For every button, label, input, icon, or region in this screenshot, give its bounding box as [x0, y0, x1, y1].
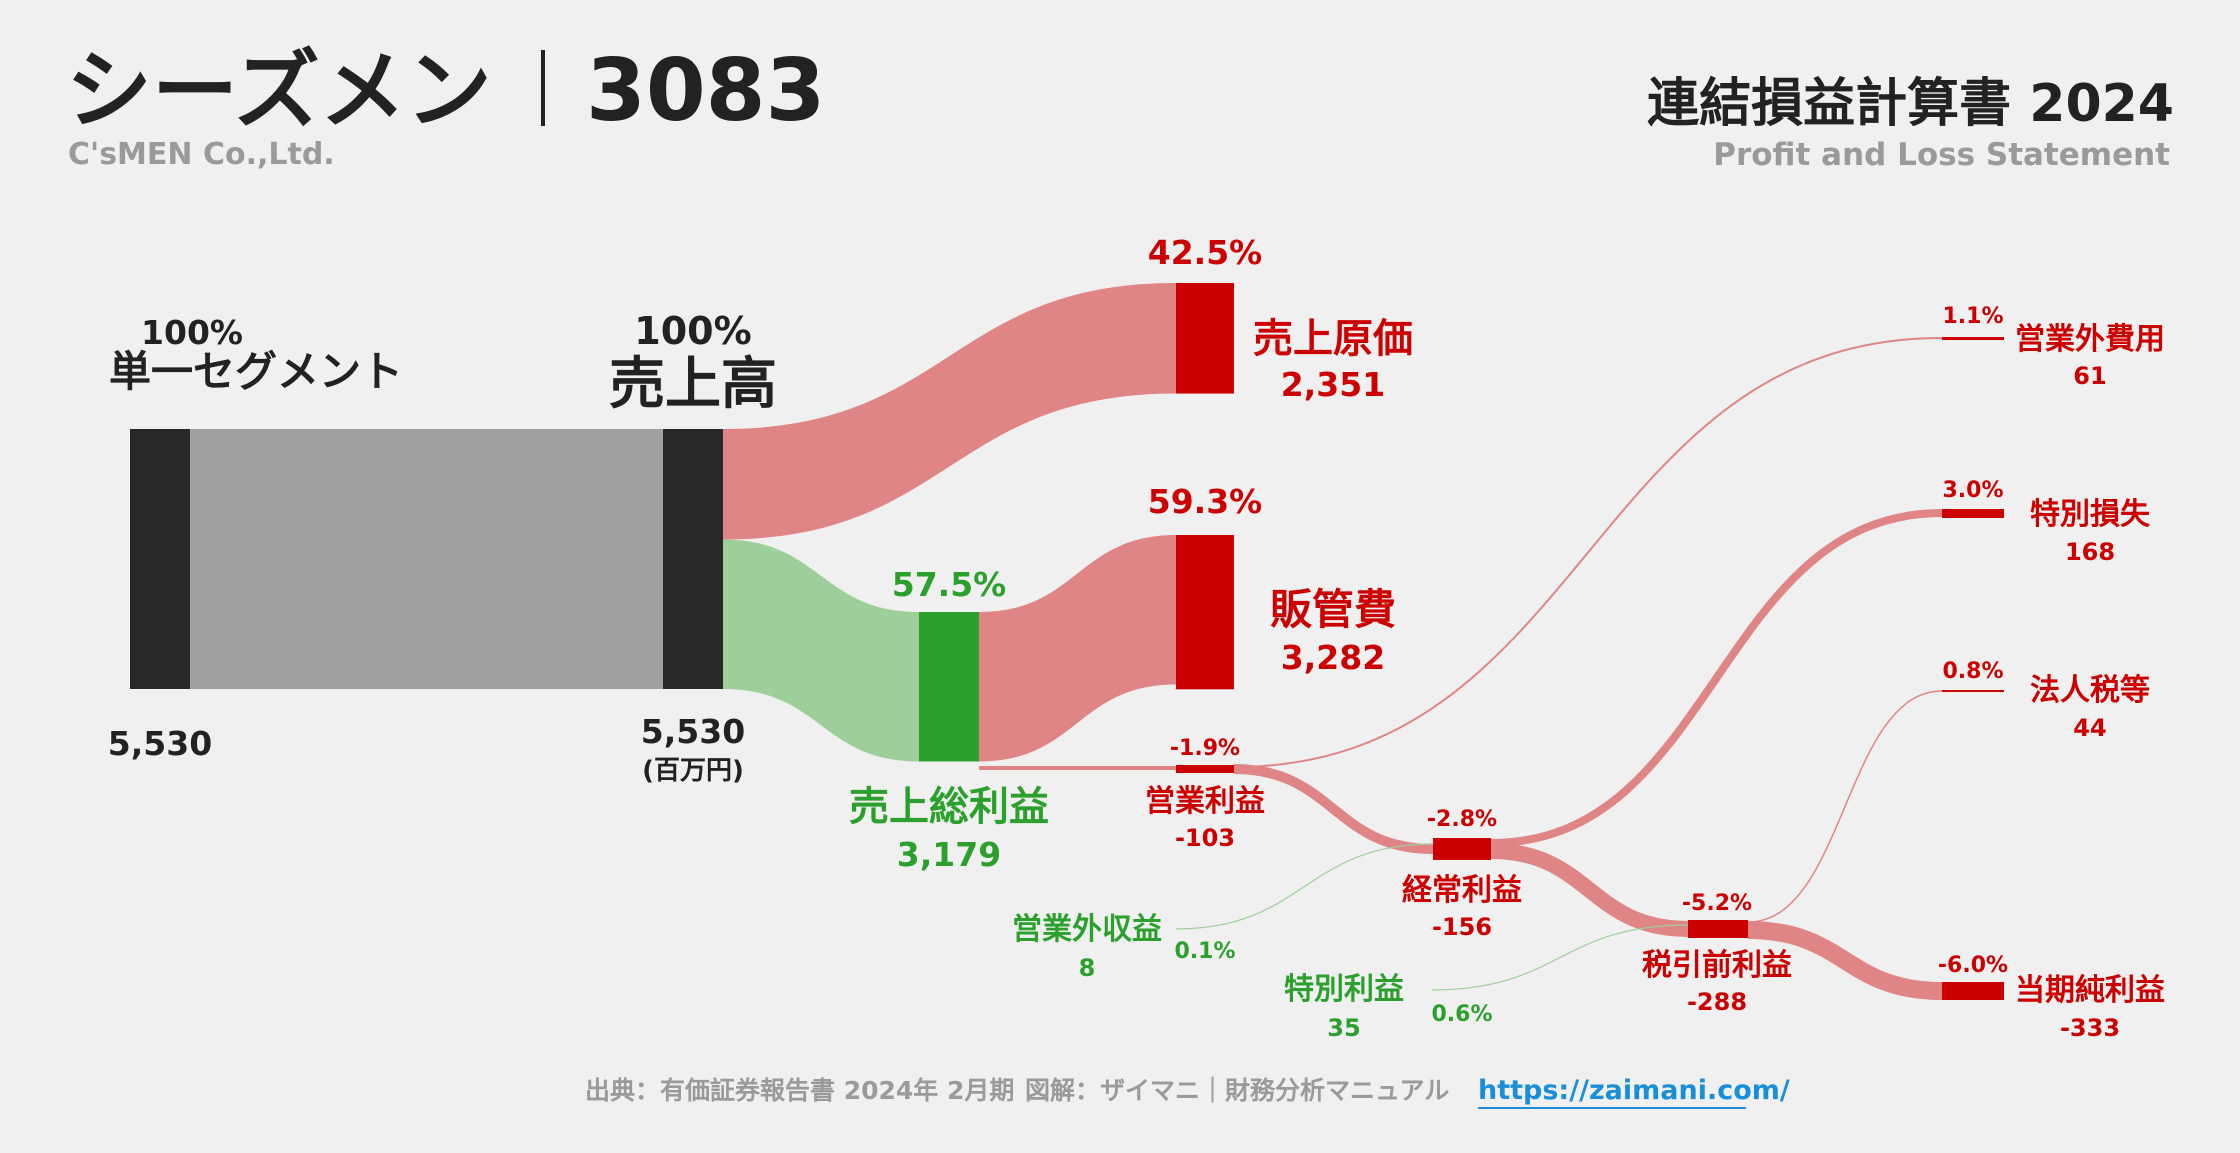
link-pretax-tax [1747, 690, 1943, 923]
link-op-nonop-exp [1233, 337, 1943, 768]
node-bar-tax [1942, 690, 2004, 692]
source-note: 出典：有価証券報告書 2024年 2月期 [585, 1076, 1014, 1105]
node-bar-special_loss [1942, 509, 2004, 518]
segment-pct-label: 100% [141, 313, 243, 352]
node-bars [130, 283, 2004, 1000]
node-bar-revenue [663, 429, 723, 689]
net-value-label: -333 [2060, 1014, 2120, 1042]
op-name-label: 営業利益 [1145, 784, 1265, 819]
company-name: シーズメン [66, 41, 492, 141]
segment-value-label: 5,530 [108, 724, 212, 763]
flow-links [190, 283, 1943, 1000]
sga-value-label: 3,282 [1281, 638, 1385, 677]
nonop-inc-pct-label: 0.1% [1174, 939, 1235, 964]
unit-label: (百万円) [642, 756, 744, 786]
link-revenue-gross [723, 539, 919, 762]
company-name-en: C'sMEN Co.,Ltd. [68, 137, 335, 172]
source-link-underline [1478, 1107, 1746, 1109]
nonop-inc-value-label: 8 [1079, 954, 1096, 982]
node-bar-cogs [1176, 283, 1234, 394]
link-ordinary-pretax [1490, 843, 1689, 937]
special-inc-pct-label: 0.6% [1431, 1002, 1492, 1027]
net-name-label: 当期純利益 [2015, 973, 2165, 1008]
ordinary-value-label: -156 [1432, 913, 1492, 941]
pretax-value-label: -288 [1687, 988, 1747, 1016]
pretax-pct-label: -5.2% [1682, 891, 1752, 916]
link-special-inc-pretax [1431, 924, 1689, 991]
node-bar-net [1942, 982, 2004, 1000]
node-bar-sga [1176, 535, 1234, 690]
link-gross-sga [979, 535, 1176, 762]
revenue-value-label: 5,530 [641, 712, 745, 751]
ordinary-pct-label: -2.8% [1427, 807, 1497, 832]
node-bar-pretax [1688, 920, 1748, 938]
credit-note: 図解：ザイマニ｜財務分析マニュアル [1025, 1076, 1449, 1105]
op-pct-label: -1.9% [1170, 736, 1240, 761]
node-bar-segment [130, 429, 190, 689]
node-bar-gross [919, 612, 979, 762]
node-bar-nonop_exp [1942, 337, 2004, 340]
special-loss-pct-label: 3.0% [1942, 478, 2003, 503]
revenue-pct-label: 100% [634, 309, 751, 353]
cogs-pct-label: 42.5% [1148, 233, 1263, 272]
nonop-inc-name-label: 営業外収益 [1012, 912, 1162, 947]
pretax-name-label: 税引前利益 [1642, 948, 1792, 983]
link-revenue-cogs [723, 283, 1176, 540]
node-bar-ordinary [1433, 838, 1491, 860]
nonop-exp-name-label: 営業外費用 [2015, 322, 2165, 357]
special-inc-value-label: 35 [1327, 1014, 1360, 1042]
link-op-ordinary [1233, 764, 1434, 854]
gross-value-label: 3,179 [897, 835, 1001, 874]
link-nonop-inc-ordinary [1175, 843, 1434, 930]
nonop-exp-value-label: 61 [2073, 362, 2106, 390]
stock-code: 3083 [586, 41, 825, 141]
net-pct-label: -6.0% [1938, 953, 2008, 978]
revenue-name-label: 売上高 [609, 352, 777, 417]
source-link[interactable]: https://zaimani.com/ [1478, 1075, 1790, 1106]
cogs-value-label: 2,351 [1281, 365, 1385, 404]
segment-name-label: 単一セグメント [109, 347, 403, 396]
special-loss-value-label: 168 [2065, 538, 2115, 566]
op-value-label: -103 [1175, 824, 1235, 852]
tax-value-label: 44 [2073, 714, 2106, 742]
gross-name-label: 売上総利益 [849, 784, 1049, 830]
node-bar-op [1176, 765, 1234, 773]
gross-pct-label: 57.5% [892, 565, 1007, 604]
special-inc-name-label: 特別利益 [1284, 972, 1404, 1007]
link-pretax-net [1747, 921, 1943, 1000]
nonop-exp-pct-label: 1.1% [1942, 304, 2003, 329]
sga-pct-label: 59.3% [1148, 482, 1263, 521]
title-divider [541, 50, 545, 126]
link-ordinary-special-loss [1490, 509, 1943, 847]
tax-pct-label: 0.8% [1942, 659, 2003, 684]
ordinary-name-label: 経常利益 [1402, 873, 1522, 908]
tax-name-label: 法人税等 [2030, 673, 2150, 708]
statement-title: 連結損益計算書 2024 [1647, 74, 2174, 134]
link-segment-revenue [190, 429, 663, 689]
special-loss-name-label: 特別損失 [2030, 497, 2151, 532]
statement-subtitle: Profit and Loss Statement [1713, 137, 2170, 173]
cogs-name-label: 売上原価 [1253, 316, 1413, 362]
sga-name-label: 販管費 [1270, 585, 1396, 634]
node-labels: 100%単一セグメント5,530100%売上高5,530(百万円)42.5%売上… [108, 233, 2165, 1042]
